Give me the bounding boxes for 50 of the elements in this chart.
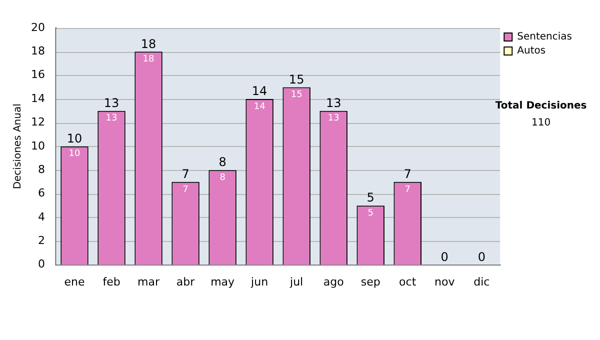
total-label: 5 [366,190,374,205]
x-tick-label: jul [289,275,304,288]
total-label: 13 [104,96,120,110]
annotation: Total Decisiones [495,100,587,112]
data-label: 7 [404,184,410,195]
x-tick-label: abr [176,275,196,288]
x-tick-label: feb [102,275,120,288]
data-label: 14 [254,102,266,112]
x-tick-label: oct [399,275,417,288]
total-label: 7 [182,167,190,182]
y-tick-label: 20 [30,20,45,34]
y-tick-label: 18 [30,44,45,58]
y-tick-label: 16 [30,68,45,82]
y-tick-label: 10 [30,139,45,152]
x-tick-label: ago [323,275,344,288]
total-label: 10 [66,132,82,146]
x-tick-label: may [210,275,236,288]
data-label: 8 [220,172,226,183]
total-label: 0 [440,250,448,264]
y-tick-label: 4 [38,210,45,224]
data-label: 13 [328,114,340,124]
x-tick-label: ene [64,275,85,288]
total-label: 13 [326,96,342,110]
x-tick-label: jun [250,275,268,288]
total-label: 0 [478,250,486,264]
x-tick-label: sep [360,275,380,288]
x-tick-label: dic [474,275,490,288]
data-label: 15 [290,90,302,100]
total-label: 15 [288,72,304,86]
y-tick-label: 2 [38,234,45,247]
data-label: 13 [106,114,118,124]
total-label: 8 [218,155,226,170]
data-label: 7 [182,184,188,195]
data-label: 18 [142,54,155,65]
y-tick-label: 12 [30,116,45,129]
y-tick-label: 8 [38,162,45,176]
total-label: 14 [252,84,268,98]
x-tick-label: mar [138,275,160,288]
y-tick-label: 14 [30,92,45,105]
y-axis-title: Decisiones Anual [12,104,24,190]
y-tick-label: 0 [38,258,45,271]
data-label: 10 [68,149,80,160]
x-tick-label: nov [434,275,456,288]
y-tick-label: 6 [38,186,45,200]
data-label: 5 [368,208,374,218]
total-label: 18 [140,36,156,51]
legend-label: Sentencias [517,32,572,43]
text: 110 [532,118,551,129]
legend-label: Autos [517,46,546,57]
total-label: 7 [404,167,412,182]
